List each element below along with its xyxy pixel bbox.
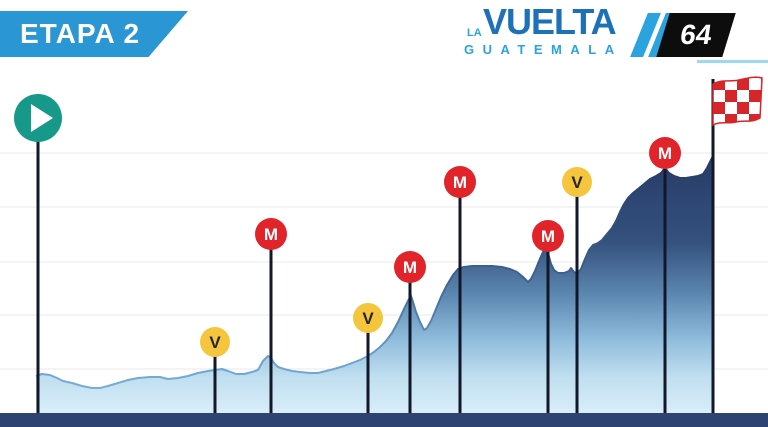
baseline-bar: [0, 413, 768, 427]
marker-letter: V: [209, 333, 221, 352]
marker-letter: M: [658, 144, 672, 163]
mountain-circle: [532, 220, 564, 252]
mountain-marker: M: [255, 218, 287, 250]
marker-letter: V: [362, 309, 374, 328]
logo-la: LA: [467, 27, 482, 39]
elevation-area: [36, 157, 713, 413]
finish-flag: [712, 76, 763, 127]
stage-title: ETAPA 2: [20, 18, 141, 49]
mountain-marker: M: [532, 220, 564, 252]
sprint-marker: V: [200, 327, 230, 357]
marker-letter: M: [264, 225, 278, 244]
sprint-marker: V: [353, 303, 383, 333]
logo-underline-icon: [697, 60, 768, 63]
mountain-marker: M: [394, 251, 426, 283]
mountain-marker: M: [444, 166, 476, 198]
sprint-marker: V: [562, 167, 592, 197]
marker-letter: M: [403, 258, 417, 277]
marker-letter: M: [541, 227, 555, 246]
play-icon: [31, 104, 53, 132]
marker-letter: V: [571, 173, 583, 192]
mountain-circle: [649, 137, 681, 169]
elevation-edge: [35, 156, 714, 389]
sprint-circle: [200, 327, 230, 357]
logo-guatemala: GUATEMALA: [464, 42, 623, 57]
edition-number: 64: [678, 19, 714, 50]
logo-vuelta: VUELTA: [483, 1, 617, 42]
mountain-circle: [444, 166, 476, 198]
edition-badge: 64: [656, 13, 736, 57]
sprint-circle: [562, 167, 592, 197]
start-marker: [14, 94, 62, 142]
mountain-circle: [255, 218, 287, 250]
race-logo: LA VUELTA GUATEMALA 64: [0, 0, 768, 70]
marker-letter: M: [453, 173, 467, 192]
checkered-flag-icon: [712, 76, 763, 127]
mountain-marker: M: [649, 137, 681, 169]
sprint-circle: [353, 303, 383, 333]
mountain-circle: [394, 251, 426, 283]
